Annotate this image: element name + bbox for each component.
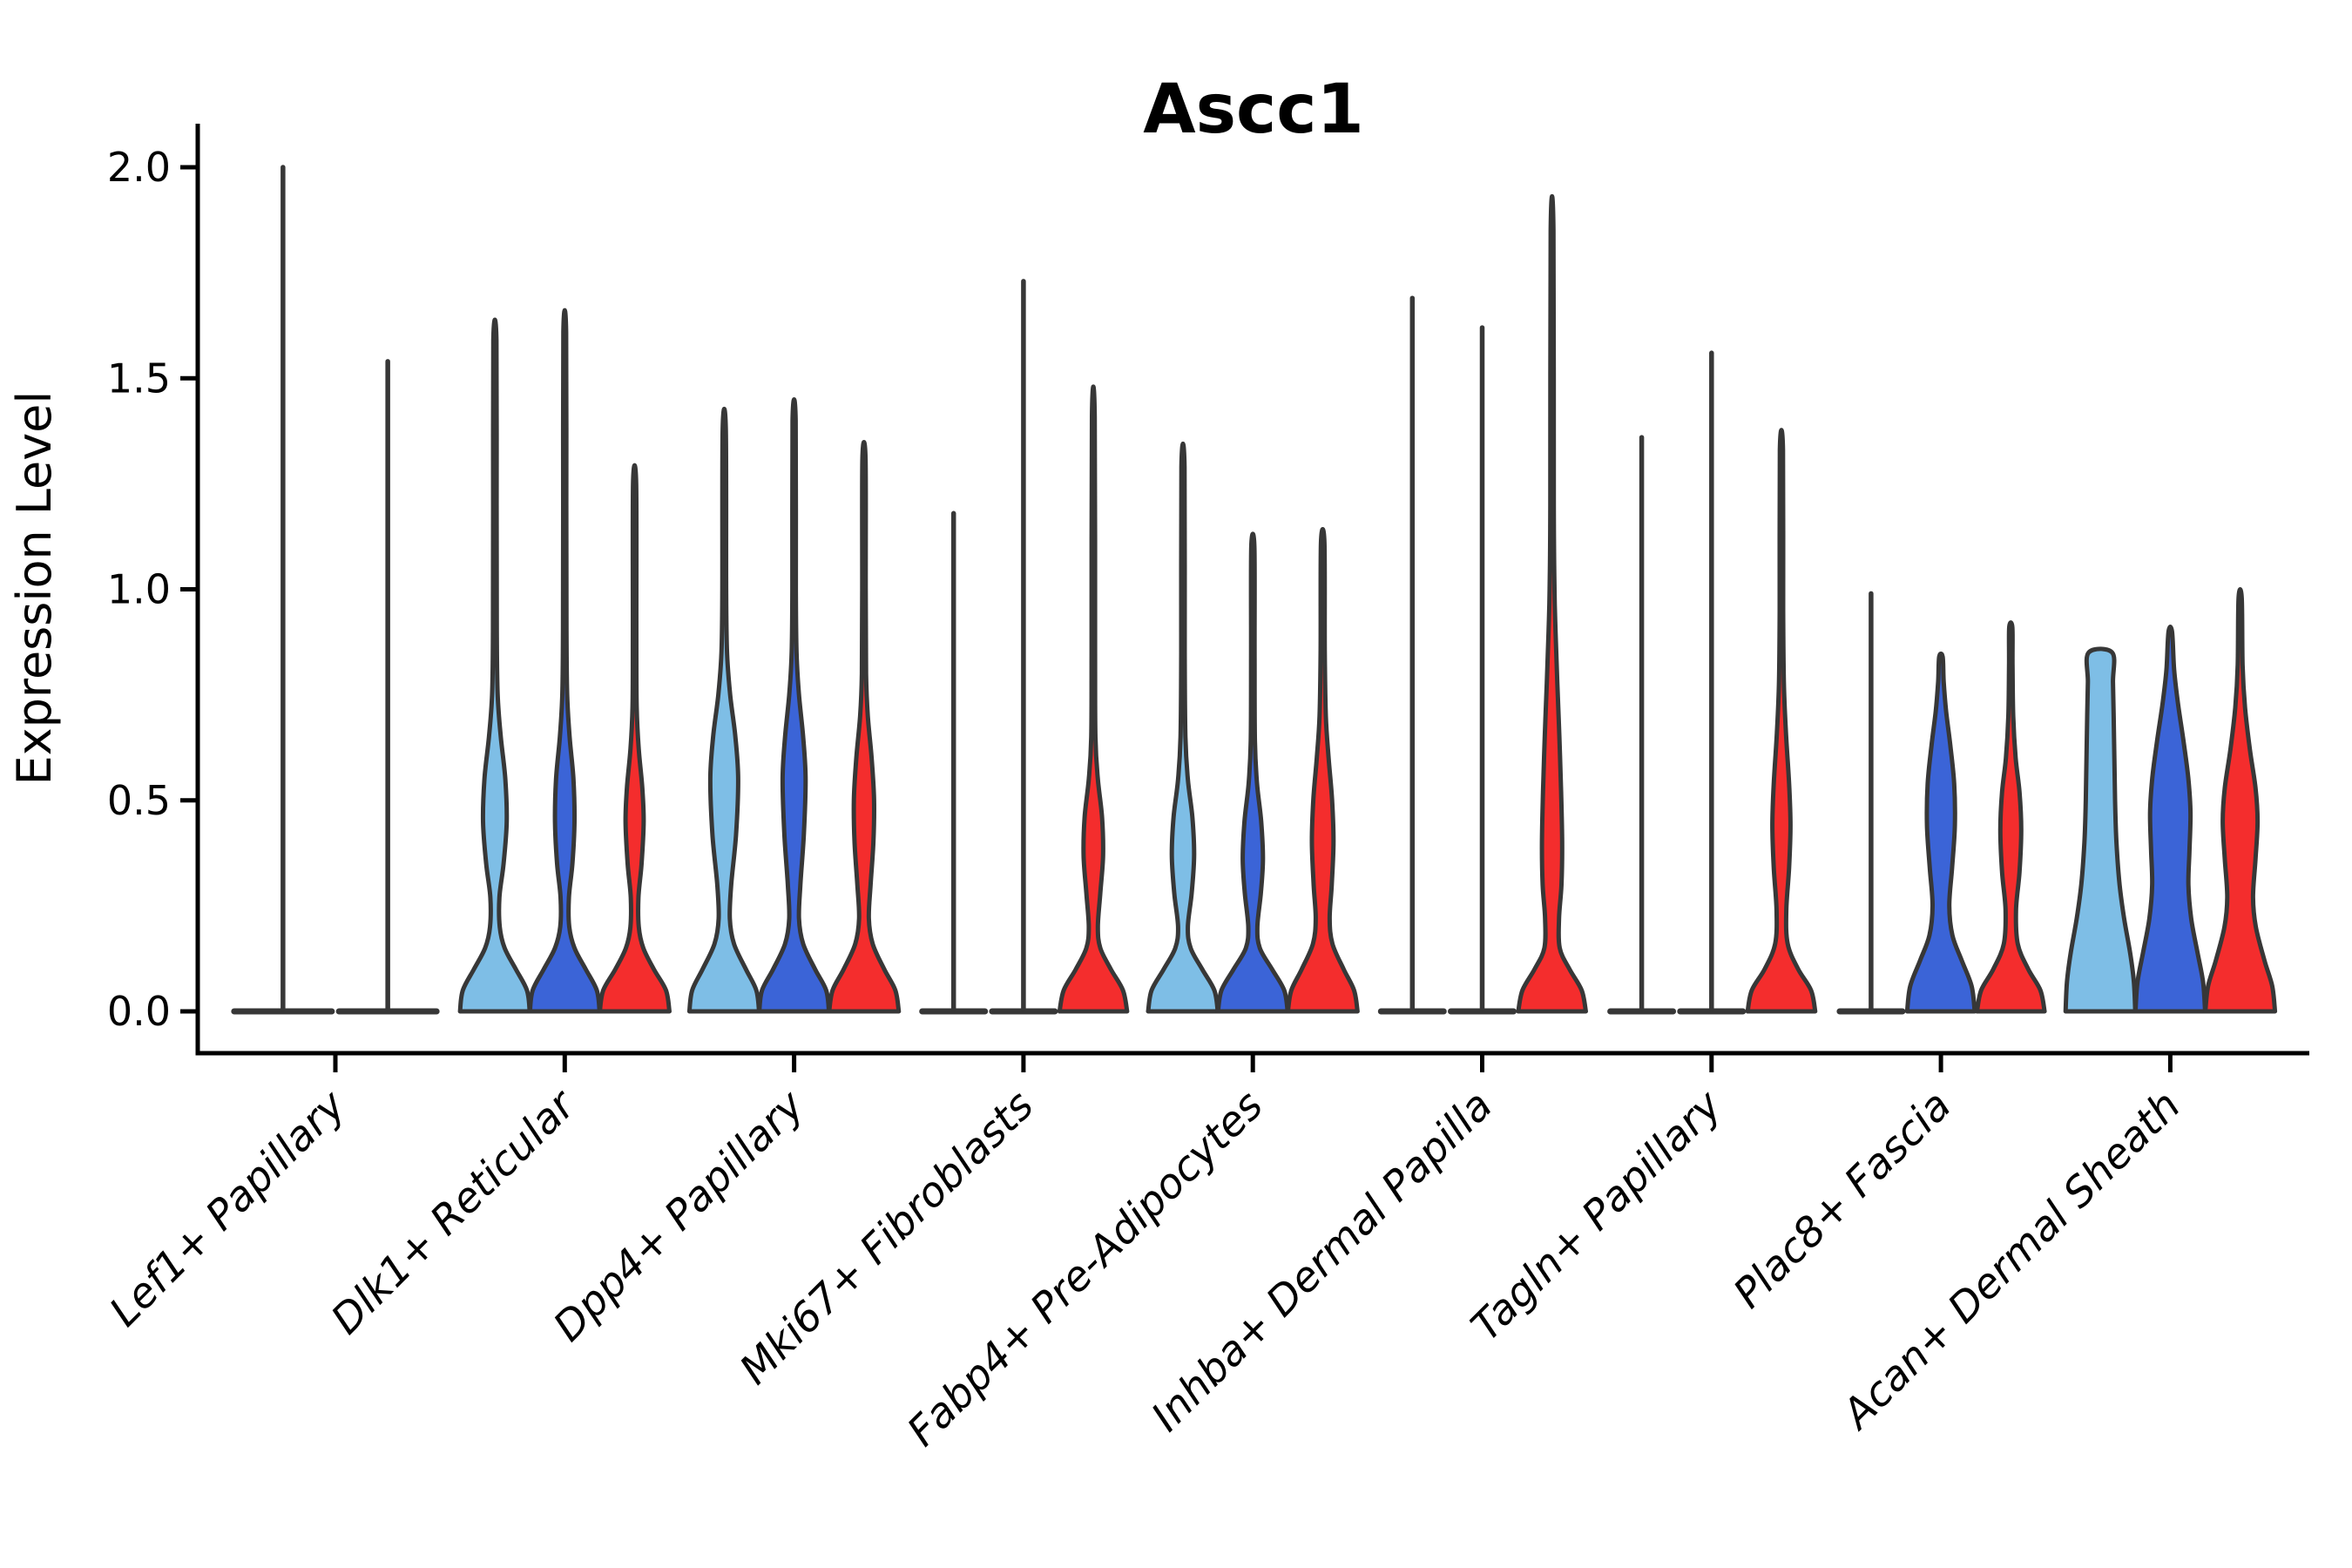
plot-title: Ascc1 bbox=[1143, 71, 1364, 149]
violin-body bbox=[827, 440, 902, 1014]
violin-body bbox=[2063, 646, 2138, 1014]
x-tick-label: Plac8+ Fascia bbox=[1725, 1082, 1961, 1318]
violin-body bbox=[527, 308, 602, 1014]
violin-body bbox=[1516, 194, 1588, 1014]
y-tick-label: 0.5 bbox=[107, 777, 171, 824]
y-tick-label: 1.0 bbox=[107, 566, 171, 613]
x-tick-label: Lef1+ Papillary bbox=[100, 1081, 355, 1336]
violin-body bbox=[1745, 428, 1818, 1014]
violin-body bbox=[598, 463, 672, 1014]
violin-body bbox=[1904, 651, 1977, 1014]
violin-body bbox=[2132, 625, 2207, 1014]
violin-body bbox=[1975, 620, 2047, 1014]
x-tick-label: Dlk1+ Reticular bbox=[322, 1080, 586, 1344]
violin-body bbox=[1146, 442, 1220, 1014]
violin-body bbox=[1285, 526, 1360, 1014]
y-tick-label: 1.5 bbox=[107, 355, 171, 402]
y-tick-label: 0.0 bbox=[107, 988, 171, 1035]
x-tick-label: Tagln+ Papillary bbox=[1463, 1081, 1733, 1351]
y-tick-labels: 0.0 0.5 1.0 1.5 2.0 bbox=[107, 144, 171, 1035]
violin-body bbox=[1057, 384, 1130, 1014]
y-tick-label: 2.0 bbox=[107, 144, 171, 191]
violin-body bbox=[1215, 531, 1290, 1014]
axes bbox=[180, 124, 2309, 1072]
violin-body bbox=[2203, 587, 2278, 1014]
violin-series bbox=[231, 165, 2278, 1015]
violin-body bbox=[757, 397, 832, 1014]
y-axis-label: Expression Level bbox=[7, 391, 62, 786]
violin-body bbox=[686, 406, 761, 1014]
x-tick-label: Dpp4+ Papillary bbox=[544, 1081, 814, 1351]
violin-body bbox=[457, 317, 532, 1014]
